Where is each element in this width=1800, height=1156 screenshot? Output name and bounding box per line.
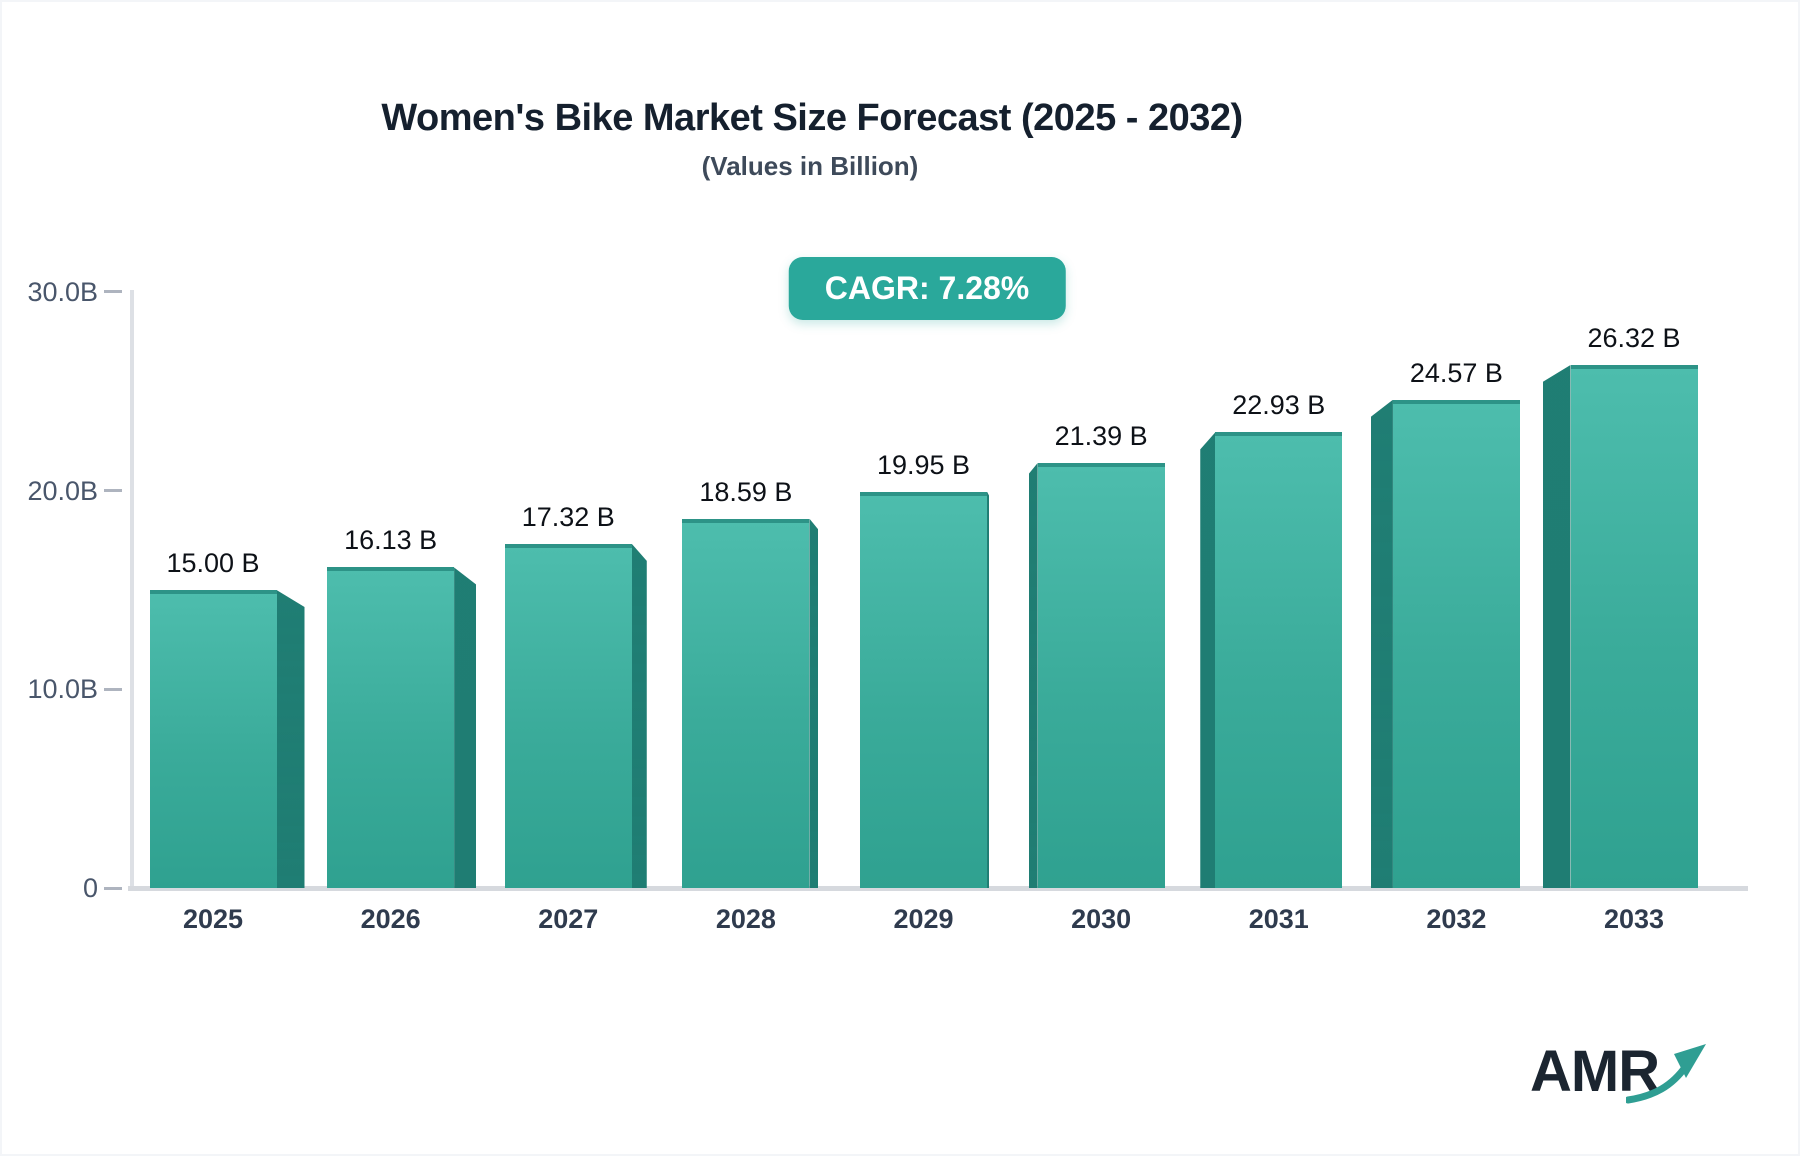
y-tick-label-20.0B: 20.0B	[27, 475, 98, 506]
x-axis-line	[128, 886, 1748, 891]
amr-logo: AMR	[1530, 1038, 1730, 1118]
bar-value-label-2033: 26.32 B	[1587, 323, 1681, 354]
y-tick-dash-10.0B	[104, 687, 122, 691]
bar-value-label-2031: 22.93 B	[1232, 390, 1326, 421]
bar-value-label-2026: 16.13 B	[344, 525, 438, 556]
bar-value-label-2029: 19.95 B	[876, 449, 971, 480]
y-tick-dash-0	[104, 886, 122, 890]
bar-side-2032	[1370, 399, 1393, 888]
bar-value-label-2028: 18.59 B	[699, 476, 793, 507]
x-tick-label-2028: 2028	[715, 904, 776, 934]
bar-side-2026	[454, 567, 477, 888]
y-tick-label-0: 0	[82, 873, 98, 903]
bar-2033	[1570, 365, 1698, 888]
bar-2029	[860, 491, 988, 888]
bar-2032	[1392, 399, 1520, 888]
bar-2031	[1215, 432, 1343, 888]
bar-side-2027	[631, 543, 647, 888]
cagr-badge: CAGR: 7.28%	[788, 257, 1066, 320]
y-tick-dash-30.0B	[104, 290, 122, 294]
x-tick-label-2033: 2033	[1603, 904, 1665, 934]
x-tick-label-2027: 2027	[538, 904, 599, 934]
amr-logo-text: AMR	[1530, 1039, 1660, 1104]
bar-side-2031	[1200, 432, 1216, 888]
x-tick-label-2032: 2032	[1426, 904, 1487, 934]
bar-2028	[682, 518, 810, 888]
x-tick-label-2030: 2030	[1071, 904, 1132, 934]
bar-2027	[504, 543, 632, 888]
x-tick-label-2029: 2029	[893, 904, 954, 934]
bar-value-label-2030: 21.39 B	[1054, 420, 1148, 451]
bar-2026	[327, 567, 455, 888]
y-axis-line	[130, 290, 134, 890]
bar-value-label-2027: 17.32 B	[521, 501, 615, 532]
x-tick-label-2025: 2025	[182, 904, 244, 934]
chart-subtitle: (Values in Billion)	[701, 151, 919, 181]
x-tick-label-2026: 2026	[360, 904, 421, 934]
growth-arrow-icon	[1626, 1044, 1706, 1104]
bar-side-2025	[276, 589, 305, 888]
bar-side-2028	[809, 518, 819, 888]
y-tick-label-10.0B: 10.0B	[27, 674, 98, 705]
bar-2025	[149, 589, 277, 888]
bar-side-2029	[987, 491, 990, 888]
bar-side-2033	[1542, 365, 1571, 888]
y-tick-label-30.0B: 30.0B	[27, 276, 98, 307]
chart-title: Women's Bike Market Size Forecast (2025 …	[381, 97, 1243, 139]
bar-value-label-2032: 24.57 B	[1409, 357, 1503, 388]
y-tick-dash-20.0B	[104, 489, 122, 493]
bar-value-label-2025: 15.00 B	[166, 547, 260, 578]
bar-side-2030	[1028, 462, 1038, 888]
x-tick-label-2031: 2031	[1248, 904, 1309, 934]
bar-2030	[1037, 462, 1165, 888]
